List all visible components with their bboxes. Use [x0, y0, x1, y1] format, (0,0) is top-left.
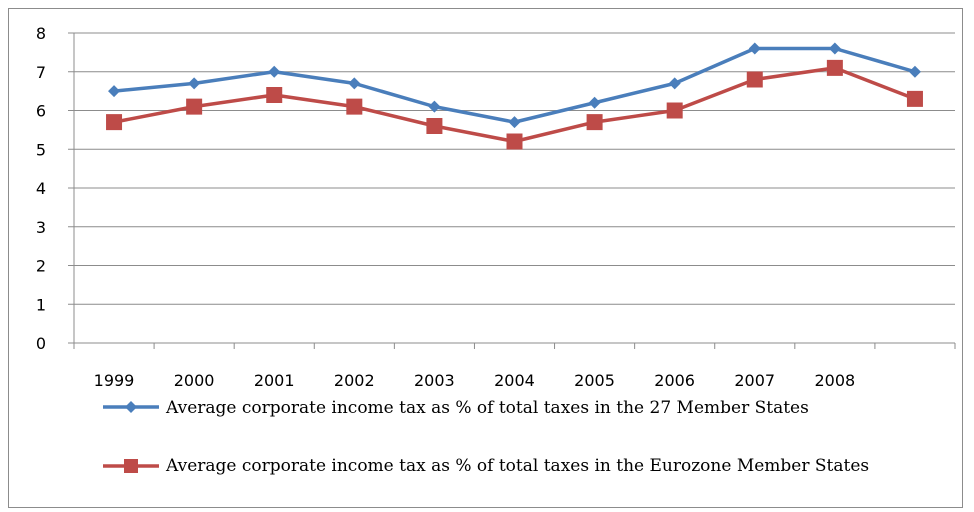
x-tick-labels: 1999 2000 2001 2002 2003 2004 2005 2006 2007 2008	[94, 371, 856, 390]
data-point-diamond	[428, 100, 441, 113]
y-tick-label: 4	[36, 179, 46, 198]
x-tick-label: 2004	[494, 371, 535, 390]
data-point-square	[426, 118, 443, 134]
x-tick-label: 2006	[654, 371, 695, 390]
data-point-diamond	[748, 42, 761, 55]
data-point-diamond	[268, 65, 281, 78]
data-point-square	[186, 98, 203, 115]
data-point-square	[746, 71, 763, 88]
y-tick-labels: 0 1 2 3 4 5 6 7 8	[36, 24, 46, 353]
gridlines	[74, 32, 955, 305]
y-tick-label: 6	[36, 102, 46, 121]
data-point-square	[666, 102, 683, 119]
data-point-square	[106, 114, 123, 131]
data-point-square	[506, 133, 523, 150]
data-point-square	[266, 87, 283, 103]
y-tick-label: 5	[36, 140, 46, 159]
y-tick-label: 7	[36, 63, 46, 82]
y-tick-label: 3	[36, 218, 46, 237]
data-point-diamond	[108, 85, 121, 98]
y-tick-label: 8	[36, 24, 46, 43]
x-tick-label: 2001	[254, 371, 295, 390]
x-tick-label: 2007	[734, 371, 775, 390]
data-point-diamond	[348, 77, 361, 90]
y-tick-label: 2	[36, 257, 46, 276]
data-point-square	[586, 114, 603, 131]
x-tick-label: 1999	[94, 371, 135, 390]
data-point-diamond	[588, 96, 601, 109]
x-tick-label: 2000	[174, 371, 215, 390]
data-point-diamond	[908, 65, 921, 78]
data-point-square	[906, 90, 923, 107]
x-tick-label: 2003	[414, 371, 455, 390]
data-point-diamond	[188, 77, 201, 90]
x-tick-label: 2002	[334, 371, 375, 390]
y-tick-label: 1	[36, 295, 46, 314]
data-point-diamond	[668, 77, 681, 90]
x-tick-label: 2005	[574, 371, 615, 390]
data-point-square	[826, 59, 843, 76]
y-tick-label: 0	[36, 334, 46, 353]
x-tick-label: 2008	[814, 371, 855, 390]
axes	[68, 32, 956, 349]
chart-frame	[8, 8, 963, 508]
series-line-1	[113, 46, 916, 124]
data-point-square	[346, 98, 363, 115]
data-point-diamond	[828, 42, 841, 55]
data-point-diamond	[508, 116, 521, 129]
series-lines	[106, 42, 923, 150]
